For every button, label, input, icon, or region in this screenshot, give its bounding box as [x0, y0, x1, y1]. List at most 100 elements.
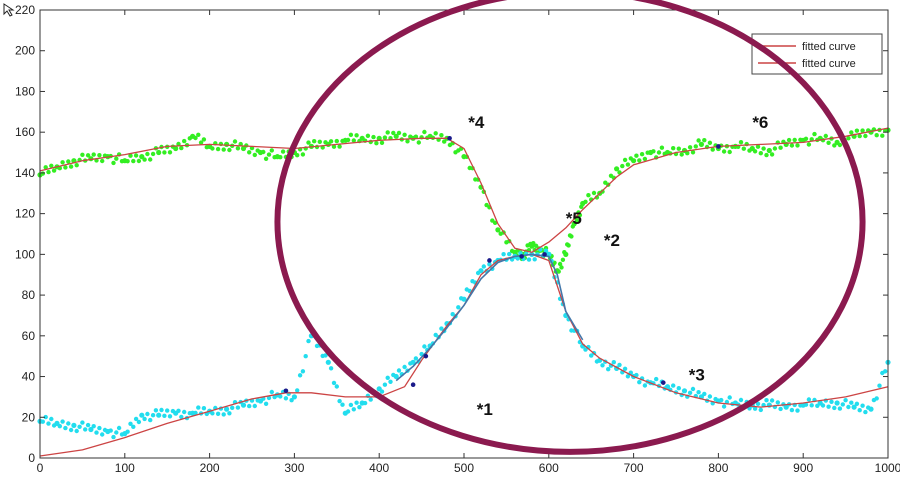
data-point [531, 241, 536, 246]
data-point [60, 419, 65, 424]
data-point [600, 363, 605, 368]
data-point [108, 428, 113, 433]
data-point [696, 138, 701, 143]
data-point [396, 130, 402, 136]
data-point [764, 152, 769, 158]
data-point [857, 408, 862, 413]
data-point [622, 366, 628, 371]
data-point [860, 403, 865, 408]
data-point [176, 141, 181, 147]
data-point [63, 165, 68, 170]
data-point [687, 145, 693, 150]
data-point [91, 424, 96, 429]
data-point [681, 388, 688, 394]
data-point [201, 137, 207, 142]
annotation-label: *4 [468, 113, 485, 132]
data-point [843, 398, 848, 403]
data-point [402, 364, 407, 370]
data-point [97, 153, 102, 158]
y-tick-label: 0 [28, 451, 35, 465]
data-point [778, 145, 783, 150]
data-point [269, 148, 274, 153]
data-point [795, 408, 800, 413]
fit-marker [410, 382, 416, 387]
data-point [614, 166, 620, 172]
data-point [300, 152, 306, 157]
fit-marker [487, 258, 492, 263]
x-tick-label: 700 [624, 461, 644, 475]
data-point [348, 402, 354, 408]
data-point [325, 359, 331, 365]
fit-marker [660, 380, 666, 385]
data-point [634, 372, 639, 378]
data-point [43, 165, 48, 170]
data-point [145, 151, 150, 157]
data-point [755, 144, 761, 149]
data-point [625, 162, 631, 167]
y-tick-label: 120 [15, 207, 35, 221]
series-line-3 [39, 253, 889, 457]
data-point [193, 410, 198, 416]
data-point [775, 400, 780, 405]
data-point [227, 411, 232, 416]
legend: fitted curve fitted curve [751, 33, 883, 75]
data-point [263, 401, 269, 406]
data-point [156, 412, 162, 418]
data-point [167, 414, 173, 419]
data-point [707, 394, 713, 399]
data-point [812, 131, 817, 137]
data-point [145, 411, 150, 417]
annotation-label: *1 [477, 400, 493, 419]
data-point [676, 146, 681, 151]
data-point [266, 152, 272, 157]
data-point [196, 132, 201, 137]
data-point [778, 406, 783, 412]
data-point [221, 147, 226, 152]
data-point [433, 131, 438, 136]
data-point [252, 152, 257, 158]
data-point [792, 137, 797, 143]
fit-marker [423, 353, 429, 359]
data-point [300, 369, 306, 374]
data-point [385, 130, 390, 135]
data-point [860, 128, 865, 133]
data-point [201, 406, 207, 411]
data-point [312, 139, 317, 144]
data-point [128, 153, 133, 158]
x-tick-label: 900 [793, 461, 813, 475]
data-point [131, 424, 136, 429]
data-point [351, 138, 356, 143]
data-point [857, 133, 862, 139]
data-point [622, 157, 628, 163]
data-point [345, 137, 351, 143]
data-point [671, 383, 676, 388]
y-tick-label: 180 [15, 84, 35, 98]
data-point [85, 422, 91, 428]
data-point [761, 146, 766, 151]
data-point [40, 419, 45, 424]
x-tick-label: 300 [284, 461, 304, 475]
data-point [507, 251, 512, 257]
data-point [193, 135, 198, 141]
marker-layer [283, 135, 721, 394]
data-point [826, 140, 831, 145]
data-point [758, 407, 763, 413]
data-point [393, 133, 399, 139]
data-point [566, 243, 571, 248]
fit-marker [519, 254, 524, 259]
data-point [820, 403, 826, 408]
series-line-4 [395, 253, 584, 382]
data-point [606, 367, 611, 372]
data-point [687, 390, 693, 395]
data-point [150, 151, 156, 157]
data-point [173, 145, 179, 152]
x-tick-label: 800 [708, 461, 728, 475]
data-point [328, 139, 334, 144]
data-point [379, 140, 385, 145]
highlight-ellipse [274, 0, 866, 455]
data-point [116, 425, 122, 431]
data-point [139, 412, 145, 418]
fit-marker [542, 252, 547, 257]
data-point [766, 147, 772, 154]
data-point [634, 153, 639, 158]
